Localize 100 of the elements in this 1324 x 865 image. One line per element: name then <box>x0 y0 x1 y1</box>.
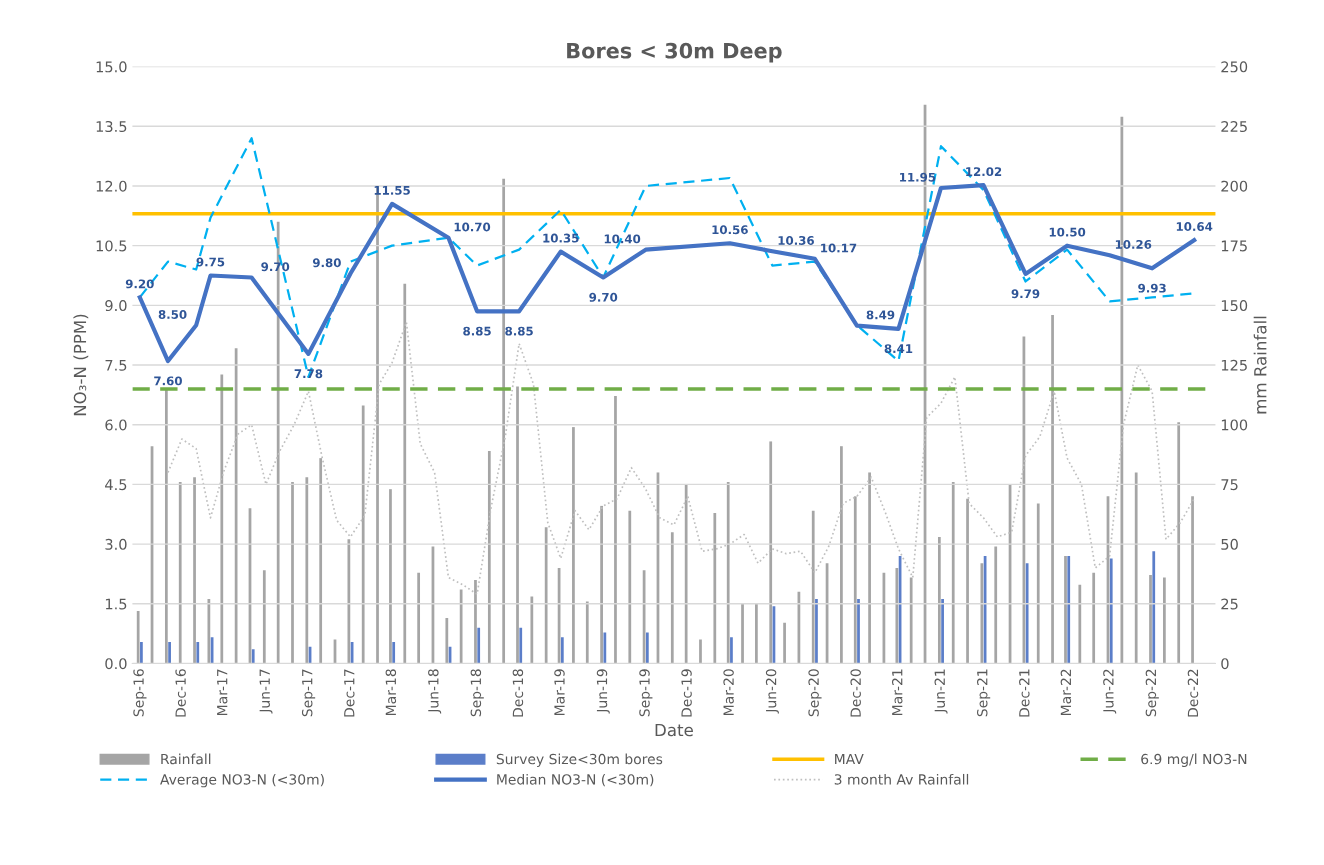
data-label: 9.75 <box>196 257 225 267</box>
data-label: 9.70 <box>261 262 290 272</box>
bar <box>178 482 182 664</box>
bar <box>305 477 309 664</box>
data-label: 8.49 <box>866 310 895 320</box>
bar <box>392 641 396 664</box>
bar <box>530 596 534 664</box>
data-label: 8.41 <box>884 344 913 354</box>
data-label: 9.70 <box>589 292 618 302</box>
bar <box>1067 556 1071 664</box>
bar <box>417 572 421 664</box>
y2-tick-label: 200 <box>1221 180 1248 192</box>
bar <box>603 632 607 664</box>
bar <box>895 567 899 664</box>
bar <box>769 441 773 664</box>
bar <box>403 283 407 664</box>
bar <box>168 641 171 664</box>
bar <box>1149 575 1152 664</box>
y-tick-label: 3.0 <box>105 538 127 550</box>
data-label: 10.35 <box>543 233 579 243</box>
bar <box>755 603 758 664</box>
x-tick-label: Mar-19 <box>554 669 565 715</box>
bar <box>994 546 998 664</box>
bar <box>487 450 491 664</box>
x-tick-label: Dec-19 <box>681 669 692 717</box>
bar <box>136 610 140 664</box>
x-tick-label: Mar-17 <box>217 669 228 715</box>
data-label: 8.50 <box>158 310 187 319</box>
data-label: 7.60 <box>154 376 182 386</box>
x-tick-label: Jun-21 <box>934 669 948 714</box>
y-tick-label: 12.0 <box>96 180 127 192</box>
bar <box>207 599 211 664</box>
y-tick-label: 6.0 <box>105 419 127 431</box>
data-label: 9.80 <box>312 258 341 268</box>
bar <box>966 498 969 664</box>
x-tick-label: Dec-22 <box>1187 669 1199 717</box>
x-tick-label: Dec-16 <box>175 669 186 717</box>
x-tick-label: Jun-19 <box>596 669 610 714</box>
x-tick-label: Sep-19 <box>639 669 653 717</box>
data-label: 10.36 <box>778 236 814 245</box>
bar <box>193 477 196 664</box>
data-label: 9.79 <box>1011 289 1040 299</box>
bar <box>815 599 818 664</box>
bar <box>319 458 323 664</box>
bar <box>937 536 941 664</box>
bar <box>868 472 871 664</box>
legend-label: Survey Size<30m bores <box>496 753 663 767</box>
legend-label: MAV <box>835 753 864 765</box>
bar <box>516 386 519 664</box>
bar <box>909 577 913 664</box>
y2-tick-label: 175 <box>1221 240 1247 252</box>
y-tick-label: 1.5 <box>105 598 127 610</box>
bar <box>560 637 564 664</box>
bar <box>1191 496 1194 664</box>
bar <box>730 637 733 664</box>
bar <box>726 482 730 664</box>
bar <box>1134 472 1138 664</box>
x-tick-label: Dec-21 <box>1019 669 1030 717</box>
bar <box>1177 422 1181 664</box>
bar <box>347 539 351 664</box>
bar <box>628 510 632 664</box>
legend-label: 3 month Av Rainfall <box>834 773 969 785</box>
x-tick-label: Jun-17 <box>259 669 273 714</box>
y2-tick-label: 75 <box>1221 479 1238 491</box>
x-tick-label: Sep-21 <box>977 669 991 717</box>
bar <box>670 532 674 664</box>
bar <box>1051 314 1054 664</box>
y2-tick-label: 125 <box>1221 359 1247 371</box>
y-tick-label: 7.5 <box>105 359 127 371</box>
bar <box>1152 551 1156 664</box>
bar <box>1025 563 1029 664</box>
x-tick-label: Sep-17 <box>301 669 316 717</box>
bar <box>164 388 168 664</box>
bar <box>477 627 481 664</box>
bar <box>474 579 477 664</box>
bar <box>220 374 224 664</box>
x-tick-label: Mar-22 <box>1060 669 1072 715</box>
y2-tick-label: 100 <box>1221 419 1248 431</box>
bar <box>857 599 860 664</box>
bar <box>1064 556 1067 664</box>
bar <box>1163 577 1166 664</box>
y-axis-title: NO₃-N (PPM) <box>73 314 89 416</box>
bar <box>585 601 589 664</box>
x-tick-label: Mar-20 <box>723 669 734 715</box>
bar <box>853 496 857 664</box>
bar <box>389 489 392 664</box>
bar <box>951 482 955 664</box>
y2-tick-label: 50 <box>1221 538 1238 550</box>
bar <box>291 482 294 664</box>
bar <box>684 484 688 664</box>
bar <box>1092 572 1096 664</box>
data-label: 10.70 <box>454 222 491 232</box>
y-tick-label: 15.0 <box>96 61 127 73</box>
bar <box>572 427 575 664</box>
bar <box>251 649 255 664</box>
data-label: 8.85 <box>505 326 533 336</box>
bar <box>262 570 266 664</box>
data-label: 9.20 <box>125 279 154 289</box>
bar <box>1078 584 1082 664</box>
x-tick-label: Jun-22 <box>1103 669 1117 714</box>
